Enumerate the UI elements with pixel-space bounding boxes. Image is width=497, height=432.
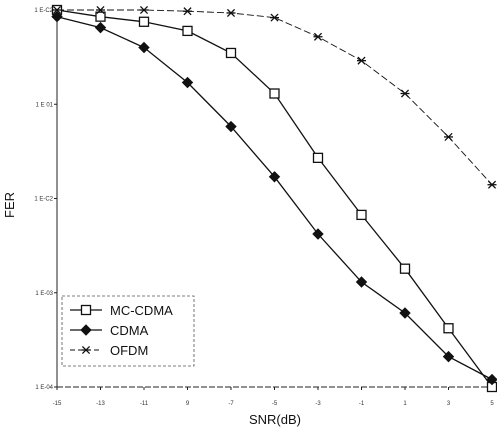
data-point-mc-cdma	[356, 209, 367, 221]
series-layer	[51, 4, 497, 393]
x-tick-label: 9	[186, 401, 190, 407]
asterisk-stroke	[313, 32, 323, 41]
data-point-mc-cdma	[443, 323, 454, 334]
data-point-ofdm	[183, 7, 192, 16]
legend-label: MC-CDMA	[110, 303, 173, 318]
data-point-ofdm	[52, 5, 62, 15]
legend-item-cdma: CDMA	[70, 323, 149, 338]
data-point-cdma	[51, 10, 63, 23]
x-tick-label: 5	[490, 401, 494, 407]
data-point-cdma	[442, 350, 455, 363]
x-tick-label: -7	[228, 401, 234, 407]
data-point-mc-cdma	[182, 25, 193, 37]
asterisk-stroke	[357, 56, 366, 65]
data-point-ofdm	[270, 13, 279, 22]
x-tick-label: -3	[315, 401, 321, 407]
data-point-mc-cdma	[95, 11, 106, 22]
y-tick-label: 1 E-C2	[34, 197, 53, 203]
series-cdma	[51, 10, 497, 386]
series-line-ofdm	[57, 9, 493, 186]
x-tick-label: 1	[403, 401, 407, 407]
x-tick-label: 3	[447, 401, 451, 407]
data-point-cdma	[225, 120, 237, 133]
data-point-mc-cdma	[138, 16, 150, 27]
data-point-ofdm	[226, 8, 236, 18]
x-tick-label: -5	[272, 401, 278, 407]
x-tick-label: -1	[359, 401, 365, 407]
data-point-ofdm	[487, 180, 497, 189]
asterisk-stroke	[52, 5, 62, 15]
data-point-ofdm	[444, 132, 453, 141]
y-tick-label: 1 E-C2	[34, 8, 53, 14]
legend: MC-CDMA CDMA OFDM	[61, 295, 195, 367]
data-point-mc-cdma	[269, 88, 280, 99]
legend-label: OFDM	[110, 343, 148, 358]
data-point-ofdm	[313, 32, 323, 41]
data-point-cdma	[312, 228, 324, 240]
x-axis-label: SNR(dB)	[249, 412, 301, 427]
asterisk-stroke	[183, 7, 192, 16]
legend-marker	[80, 304, 92, 316]
x-axis-ticks: -15 -13 -11 9 -7 -5 -3 -1 1 3 5	[53, 387, 494, 407]
data-point-cdma	[486, 373, 497, 386]
legend-marker	[80, 324, 92, 336]
data-point-ofdm	[96, 5, 105, 15]
asterisk-stroke	[96, 5, 105, 15]
asterisk-stroke	[400, 89, 410, 98]
y-axis-ticks: 1 E-C2 1 E 01 1 E-C2 1 E-03 1 E-04	[34, 8, 57, 391]
asterisk-stroke	[270, 13, 279, 22]
data-point-cdma	[138, 41, 150, 54]
data-point-ofdm	[357, 56, 366, 65]
y-tick-label: 1 E-03	[35, 291, 53, 297]
series-ofdm	[52, 5, 497, 189]
asterisk-stroke	[139, 5, 149, 15]
x-tick-label: -15	[53, 401, 62, 407]
asterisk-stroke	[444, 132, 453, 141]
data-point-mc-cdma	[312, 152, 324, 163]
data-point-mc-cdma	[399, 263, 411, 274]
legend-item-mc-cdma: MC-CDMA	[70, 303, 173, 318]
legend-marker	[81, 345, 91, 355]
data-point-mc-cdma	[225, 47, 237, 59]
y-tick-label: 1 E-04	[35, 385, 53, 391]
data-point-cdma	[268, 171, 281, 183]
data-point-ofdm	[400, 89, 410, 98]
y-tick-label: 1 E 01	[36, 102, 54, 108]
asterisk-stroke	[226, 8, 236, 18]
data-point-cdma	[399, 307, 411, 319]
asterisk-stroke	[487, 180, 497, 189]
x-tick-label: -11	[140, 401, 149, 407]
legend-label: CDMA	[110, 323, 149, 338]
x-tick-label: -13	[96, 401, 105, 407]
asterisk-stroke	[81, 345, 91, 355]
data-point-ofdm	[139, 5, 149, 15]
series-mc-cdma	[51, 4, 497, 393]
data-point-cdma	[355, 276, 368, 288]
data-point-cdma	[94, 21, 107, 34]
data-point-cdma	[181, 76, 194, 89]
y-axis-label: FER	[2, 192, 17, 218]
legend-item-ofdm: OFDM	[70, 343, 148, 358]
